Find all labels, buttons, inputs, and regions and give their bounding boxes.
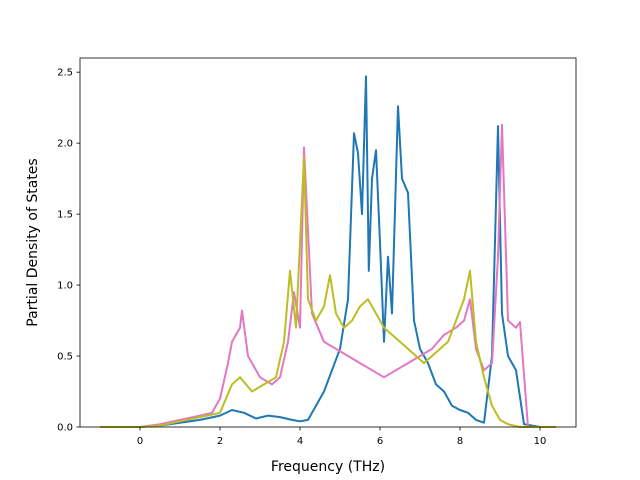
x-tick-label: 8 [457, 436, 463, 447]
y-tick-label: 0.0 [57, 423, 73, 434]
series-line-0 [100, 75, 556, 428]
y-tick-label: 2.5 [57, 68, 73, 79]
series-line-1 [100, 123, 556, 428]
y-axis: 0.0 0.5 1.0 1.5 2.0 2.5 [57, 68, 80, 434]
series-layer [100, 75, 556, 428]
axes-frame [79, 57, 577, 428]
x-tick-label: 2 [217, 436, 223, 447]
y-tick-label: 2.0 [57, 139, 73, 150]
x-tick-label: 0 [137, 436, 143, 447]
series-line-2 [100, 156, 556, 428]
x-tick-label: 10 [534, 436, 547, 447]
x-tick-label: 6 [377, 436, 383, 447]
y-tick-label: 1.0 [57, 281, 73, 292]
y-tick-label: 0.5 [57, 352, 73, 363]
x-tick-label: 4 [297, 436, 303, 447]
y-axis-label: Partial Density of States [25, 158, 41, 326]
y-tick-label: 1.5 [57, 210, 73, 221]
x-axis: 0 2 4 6 8 10 [137, 427, 547, 447]
plot-area [79, 57, 577, 428]
x-axis-label: Frequency (THz) [271, 459, 385, 475]
